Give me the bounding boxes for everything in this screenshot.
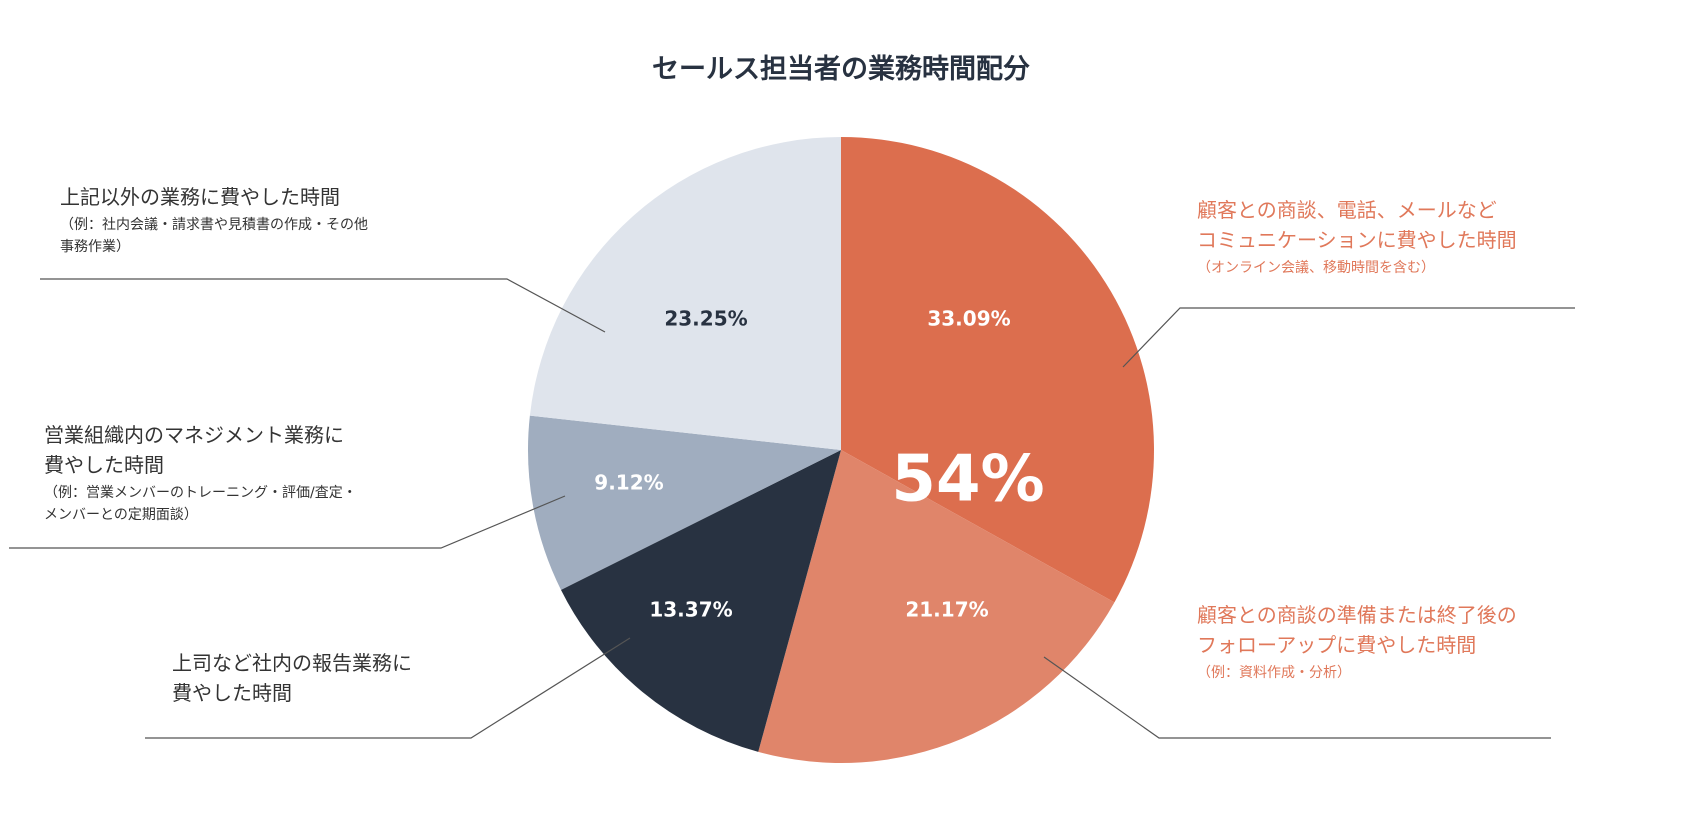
category-label: 顧客との商談の準備または終了後の フォローアップに費やした時間 — [1197, 603, 1517, 657]
pie-slice — [758, 450, 1115, 763]
category-note: （例：資料作成・分析） — [1197, 665, 1351, 681]
category-note: （オンライン会議、移動時間を含む） — [1197, 260, 1435, 276]
value-label: 13.37% — [649, 598, 732, 622]
value-label: 23.25% — [664, 307, 747, 331]
category-label: 上司など社内の報告業務に 費やした時間 — [172, 651, 412, 705]
slice-label: 顧客との商談、電話、メールなど コミュニケーションに費やした時間 （オンライン会議… — [1197, 195, 1517, 279]
slice-label: 顧客との商談の準備または終了後の フォローアップに費やした時間 （例：資料作成・分… — [1197, 600, 1517, 684]
category-label: 上記以外の業務に費やした時間 — [60, 185, 340, 209]
pie-slice — [529, 137, 841, 450]
annotation: 54% — [891, 443, 1044, 517]
leader-line — [40, 278, 606, 333]
slice-label: 営業組織内のマネジメント業務に 費やした時間 （例：営業メンバーのトレーニング・評… — [44, 420, 357, 526]
category-label: 営業組織内のマネジメント業務に 費やした時間 — [44, 423, 344, 477]
slice-label: 上記以外の業務に費やした時間 （例：社内会議・請求書や見積書の作成・その他 事務作… — [60, 182, 368, 258]
leader-line — [1043, 656, 1551, 739]
value-label: 9.12% — [594, 471, 663, 495]
leader-line — [1122, 307, 1575, 368]
slice-label: 上司など社内の報告業務に 費やした時間 — [172, 648, 412, 708]
value-label: 21.17% — [905, 598, 988, 622]
pie-slice — [527, 415, 841, 590]
chart-title: セールス担当者の業務時間配分 — [652, 54, 1030, 85]
category-note: （例：社内会議・請求書や見積書の作成・その他 事務作業） — [60, 217, 368, 255]
category-note: （例：営業メンバーのトレーニング・評価/査定・ メンバーとの定期面談） — [44, 485, 357, 523]
leader-line — [9, 495, 566, 549]
value-label: 33.09% — [927, 307, 1010, 331]
category-label: 顧客との商談、電話、メールなど コミュニケーションに費やした時間 — [1197, 198, 1517, 252]
pie-slice — [841, 137, 1154, 603]
leader-line — [145, 637, 631, 739]
pie-slice — [560, 450, 841, 752]
